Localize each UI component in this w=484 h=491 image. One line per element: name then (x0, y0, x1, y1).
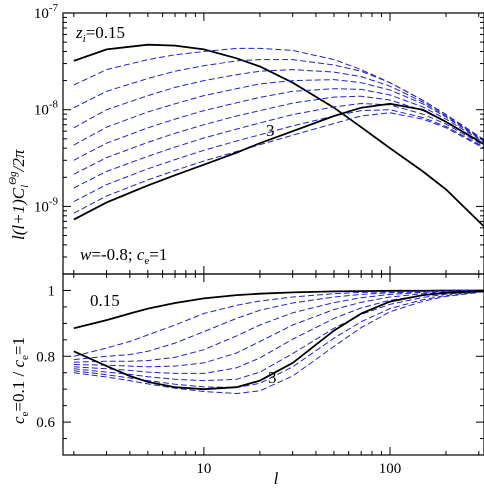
series-line-7 (73, 102, 484, 189)
y-tick-label: 1 (48, 283, 56, 299)
series-line-9 (73, 290, 484, 391)
y-tick-label: 10-9 (34, 195, 59, 215)
upper-panel: 10-7 10-8 10-9 (34, 2, 484, 275)
x-axis-title: l (274, 469, 279, 488)
series-line-4 (73, 79, 484, 146)
lower-panel: 1 0.8 0.6 10 100 (36, 273, 484, 477)
series-line-4 (73, 290, 484, 368)
plot-frame (62, 273, 484, 456)
plot-frame (62, 12, 484, 275)
y-tick-label: 0.6 (36, 415, 55, 431)
series-line-0 (73, 43, 484, 228)
ticks: 10-7 10-8 10-9 (34, 2, 484, 275)
series-line-2 (73, 59, 484, 141)
series-line-7 (73, 290, 484, 389)
series-line-5 (73, 88, 484, 161)
series-line-2 (73, 290, 484, 361)
y-tick-label: 0.8 (36, 349, 55, 365)
y-tick-label: 10-8 (34, 99, 59, 119)
x-tick-label: 10 (196, 461, 211, 477)
top-left-annotation: zi=0.15 (75, 23, 125, 45)
series-line-8 (73, 291, 484, 395)
lower-top-left-annotation: 0.15 (90, 291, 120, 310)
ticks: 1 0.8 0.6 10 100 (36, 273, 484, 477)
series-line-0 (73, 289, 484, 330)
series-line-1 (73, 47, 484, 141)
lower-curve-label: 3 (268, 368, 277, 387)
series-line-8 (73, 109, 484, 203)
x-tick-label: 100 (379, 461, 402, 477)
series-group (73, 43, 484, 228)
series-line-3 (73, 69, 484, 141)
series-line-1 (73, 290, 484, 357)
parameter-annotation: w=-0.8; ce=1 (80, 245, 167, 267)
upper-y-axis-title: l(l+1)ClΘg/2π (7, 149, 31, 240)
series-line-3 (73, 290, 484, 363)
series-line-10 (73, 102, 484, 221)
series-group (73, 289, 484, 395)
lower-y-axis-title: ce=0.1 / ce=1 (9, 337, 31, 424)
series-line-6 (73, 290, 484, 382)
series-line-6 (73, 95, 484, 175)
upper-curve-label: 3 (266, 121, 275, 140)
series-line-9 (73, 112, 484, 214)
y-tick-label: 10-7 (34, 2, 59, 22)
